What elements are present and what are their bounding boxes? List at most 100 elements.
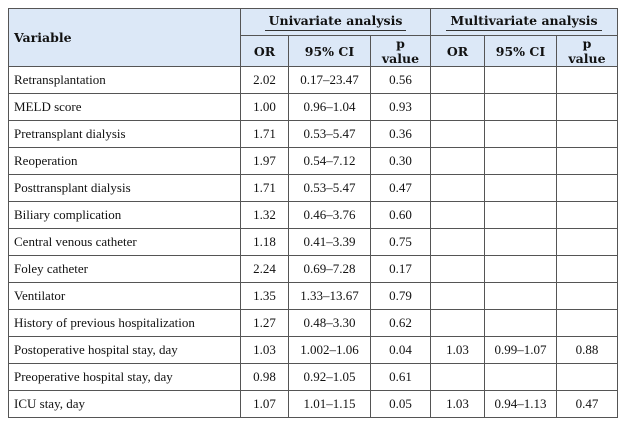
empty-cell [484, 66, 557, 94]
value-cell: 0.62 [370, 309, 431, 337]
empty-cell [484, 93, 557, 121]
value-cell: 0.99–1.07 [484, 336, 557, 364]
group-title: Multivariate analysis [446, 13, 602, 31]
value-cell: 0.04 [370, 336, 431, 364]
header-row: Variable Univariate analysis Multivariate … [8, 8, 618, 67]
header-row: OR 95% CI p value OR 95% CI p value [9, 35, 618, 67]
value-cell: 1.03 [430, 336, 485, 364]
value-cell: 0.79 [370, 282, 431, 310]
value-cell: 1.00 [240, 93, 289, 121]
empty-cell [430, 309, 485, 337]
value-cell: 1.32 [240, 201, 289, 229]
value-cell: 0.53–5.47 [288, 120, 371, 148]
column-header: 95% CI [288, 35, 371, 67]
variable-cell: ICU stay, day [8, 390, 241, 418]
value-cell: 1.97 [240, 147, 289, 175]
value-cell: 0.98 [240, 363, 289, 391]
value-cell: 0.17–23.47 [288, 66, 371, 94]
variable-cell: Pretransplant dialysis [8, 120, 241, 148]
value-cell: 0.69–7.28 [288, 255, 371, 283]
table-row: Postoperative hospital stay, day 1.03 1.00… [8, 336, 618, 364]
value-cell: 1.35 [240, 282, 289, 310]
empty-cell [556, 174, 618, 202]
table-body: Retransplantation 2.02 0.17–23.47 0.56 MELD … [8, 66, 618, 418]
table-row: History of previous hospitalization 1.27 0… [8, 309, 618, 337]
empty-cell [430, 282, 485, 310]
value-cell: 1.18 [240, 228, 289, 256]
variable-header: Variable [8, 8, 241, 67]
empty-cell [430, 201, 485, 229]
empty-cell [484, 147, 557, 175]
column-header: 95% CI [484, 35, 557, 67]
value-cell: 1.03 [240, 336, 289, 364]
empty-cell [484, 228, 557, 256]
variable-cell: Biliary complication [8, 201, 241, 229]
empty-cell [484, 255, 557, 283]
empty-cell [430, 228, 485, 256]
empty-cell [556, 93, 618, 121]
table-row: Posttransplant dialysis 1.71 0.53–5.47 0.47 [8, 174, 618, 202]
table-row: Reoperation 1.97 0.54–7.12 0.30 [8, 147, 618, 175]
value-cell: 0.46–3.76 [288, 201, 371, 229]
value-cell: 0.75 [370, 228, 431, 256]
variable-cell: Preoperative hospital stay, day [8, 363, 241, 391]
table-row: Retransplantation 2.02 0.17–23.47 0.56 [8, 66, 618, 94]
empty-cell [430, 66, 485, 94]
variable-cell: Central venous catheter [8, 228, 241, 256]
table-row: Biliary complication 1.32 0.46–3.76 0.60 [8, 201, 618, 229]
table-row: ICU stay, day 1.07 1.01–1.15 0.05 1.03 0.94–1… [8, 390, 618, 418]
value-cell: 0.54–7.12 [288, 147, 371, 175]
value-cell: 0.92–1.05 [288, 363, 371, 391]
value-cell: 1.01–1.15 [288, 390, 371, 418]
value-cell: 0.48–3.30 [288, 309, 371, 337]
value-cell: 0.30 [370, 147, 431, 175]
column-header: p value [370, 35, 431, 67]
empty-cell [556, 201, 618, 229]
variable-cell: Retransplantation [8, 66, 241, 94]
value-cell: 2.24 [240, 255, 289, 283]
value-cell: 0.53–5.47 [288, 174, 371, 202]
empty-cell [484, 282, 557, 310]
empty-cell [430, 147, 485, 175]
empty-cell [556, 66, 618, 94]
results-table: Variable Univariate analysis Multivariate … [8, 8, 618, 418]
value-cell: 0.94–1.13 [484, 390, 557, 418]
table-row: Foley catheter 2.24 0.69–7.28 0.17 [8, 255, 618, 283]
empty-cell [484, 363, 557, 391]
empty-cell [430, 255, 485, 283]
value-cell: 1.07 [240, 390, 289, 418]
empty-cell [484, 201, 557, 229]
value-cell: 0.17 [370, 255, 431, 283]
value-cell: 0.88 [556, 336, 618, 364]
empty-cell [556, 147, 618, 175]
empty-cell [484, 120, 557, 148]
value-cell: 0.96–1.04 [288, 93, 371, 121]
group-header: Univariate analysis [240, 8, 431, 36]
value-cell: 0.93 [370, 93, 431, 121]
variable-cell: MELD score [8, 93, 241, 121]
table-header: Variable Univariate analysis Multivariate … [8, 8, 618, 67]
empty-cell [556, 120, 618, 148]
value-cell: 0.41–3.39 [288, 228, 371, 256]
value-cell: 0.47 [556, 390, 618, 418]
table-row: MELD score 1.00 0.96–1.04 0.93 [8, 93, 618, 121]
variable-cell: Foley catheter [8, 255, 241, 283]
column-header: OR [240, 35, 289, 67]
empty-cell [556, 282, 618, 310]
value-cell: 0.47 [370, 174, 431, 202]
variable-cell: Reoperation [8, 147, 241, 175]
value-cell: 0.56 [370, 66, 431, 94]
variable-cell: Postoperative hospital stay, day [8, 336, 241, 364]
empty-cell [556, 228, 618, 256]
empty-cell [556, 255, 618, 283]
variable-cell: Posttransplant dialysis [8, 174, 241, 202]
table-row: Central venous catheter 1.18 0.41–3.39 0.75 [8, 228, 618, 256]
empty-cell [430, 93, 485, 121]
group-header: Multivariate analysis [430, 8, 618, 36]
value-cell: 0.05 [370, 390, 431, 418]
value-cell: 1.33–13.67 [288, 282, 371, 310]
empty-cell [484, 174, 557, 202]
empty-cell [430, 363, 485, 391]
empty-cell [484, 309, 557, 337]
